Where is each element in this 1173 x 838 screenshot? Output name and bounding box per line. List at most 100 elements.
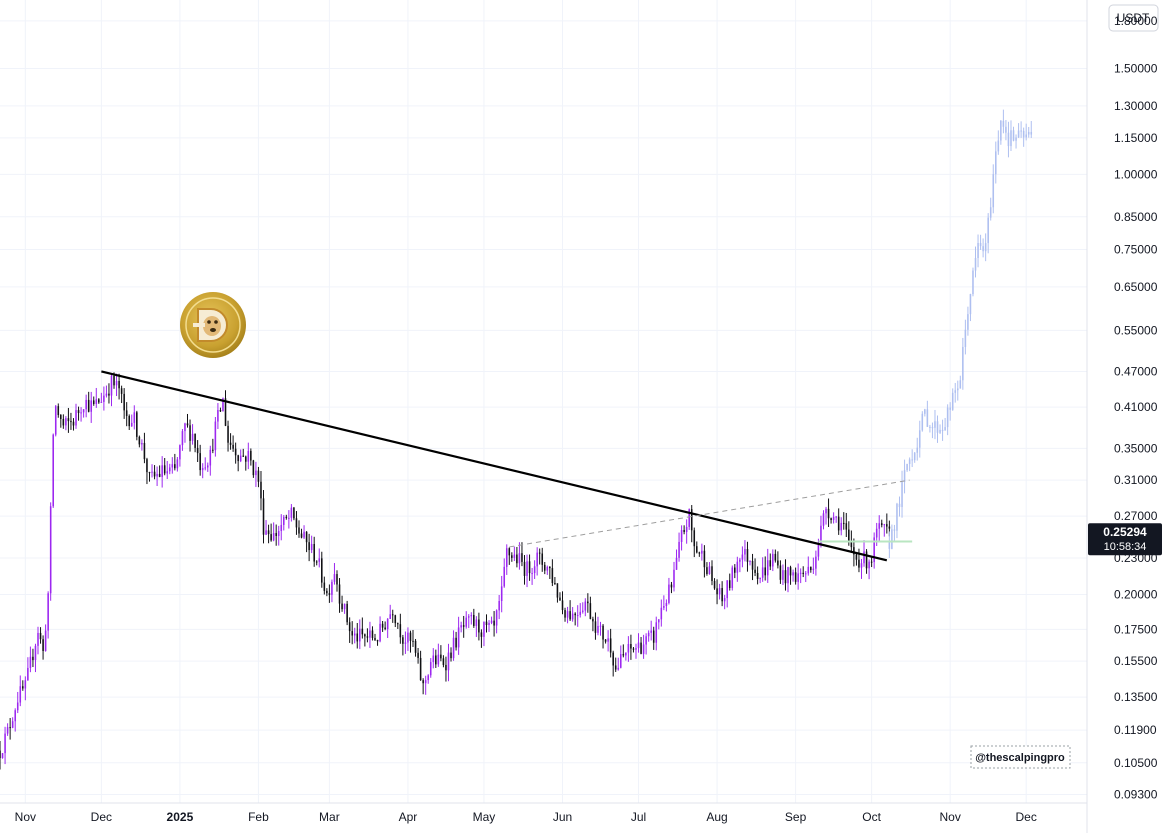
y-tick-label: 0.20000 [1114,588,1158,602]
candle [0,750,1,759]
candle [627,644,630,653]
projection-candle [918,430,921,448]
candle [174,464,176,469]
candle [513,554,516,558]
candle [277,531,280,536]
candle [270,534,272,541]
y-tick-label: 1.50000 [1114,61,1158,75]
candle [227,425,229,443]
candle [746,549,749,562]
candle [176,459,179,469]
candle [417,652,419,658]
dashed-trendline[interactable] [509,479,910,548]
projection-candle [987,217,989,244]
projection-candle [989,207,992,218]
x-tick-label: Jul [631,810,646,824]
candle [156,473,158,477]
candle [488,622,490,625]
y-tick-label: 0.27000 [1114,509,1158,523]
candle [589,603,592,619]
projection-candle [921,413,924,431]
candle [151,471,153,473]
y-tick-label: 0.10500 [1114,756,1158,770]
y-tick-label: 1.80000 [1114,14,1158,28]
x-tick-label: Sep [785,810,807,824]
candle [247,450,250,462]
candle [860,563,863,568]
candle [690,509,693,531]
projection-candle [929,426,931,428]
candle [171,464,174,468]
candle [837,516,840,531]
candle [576,615,579,617]
candle [37,632,39,646]
candle [886,524,888,527]
candle [820,525,822,546]
candle [407,632,409,643]
projection-candle [974,258,977,271]
y-tick-label: 0.13500 [1114,690,1158,704]
candle [523,561,526,576]
x-tick-label: Dec [91,810,112,824]
candle [787,567,789,584]
candle [447,652,450,671]
y-tick-label: 0.47000 [1114,364,1158,378]
descending-trendline[interactable] [101,370,888,562]
projection-candle [906,463,908,471]
candle [521,553,523,562]
candle [351,631,353,636]
candle [637,642,640,649]
candle [267,530,270,535]
candle [206,465,209,468]
unit-box[interactable] [1108,4,1159,32]
candle [754,569,756,573]
candle [655,622,658,643]
candle [29,656,32,668]
time-axis[interactable]: Nov Dec 2025 Feb Mar Apr May Jun Jul Aug Sep Oct Nov… [0,802,1087,824]
candle [39,632,42,640]
candle [209,449,212,466]
candle [647,632,650,637]
candle [67,418,70,422]
candle [275,533,277,536]
x-tick-label: Mar [319,810,340,824]
candle [652,630,655,643]
price-axis[interactable]: USDT 1.80000 1.50000 1.30000 1.15000 1.00000… [1086,0,1159,833]
candle [478,619,480,633]
candle [179,445,181,460]
candle [252,460,255,476]
candle [602,625,604,640]
candle [72,421,75,426]
candle [92,400,95,404]
x-tick-label: Apr [399,810,418,824]
candle [115,380,118,386]
candle [77,410,80,414]
projection-candle [984,243,987,252]
projection-candle [944,427,946,431]
projection-candle [924,409,926,414]
candle [538,552,541,554]
candle [283,516,285,525]
candle [759,577,761,579]
candle [508,548,511,556]
projection-candle [941,429,944,431]
candle [457,627,460,648]
candle [47,593,49,631]
candle [442,658,445,665]
candle [153,471,156,477]
candle [328,593,331,595]
candle [850,541,853,548]
y-tick-label: 1.00000 [1114,167,1158,181]
candle [412,640,414,642]
candle [741,554,744,560]
candle [592,618,594,622]
candle [295,518,298,528]
candle [855,554,858,560]
candle [437,654,440,665]
candle [450,652,452,659]
candle [490,620,493,623]
candle [822,513,825,526]
candle [19,686,22,703]
candle [473,615,475,626]
